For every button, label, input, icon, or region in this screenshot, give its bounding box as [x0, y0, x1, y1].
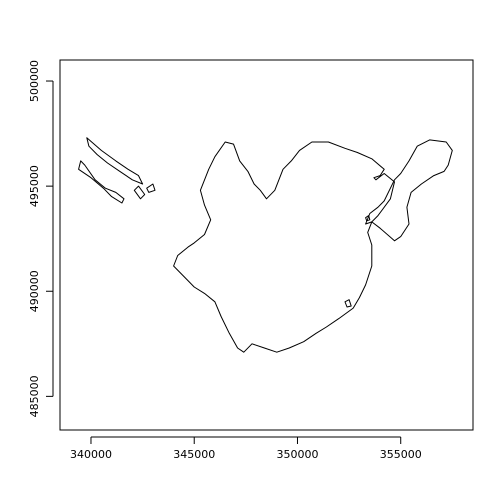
boundary-west-islet-1: [133, 185, 146, 200]
boundary-main-area: [173, 141, 395, 353]
x-tick-label: 355000: [380, 448, 422, 461]
boundary-west-island-north: [86, 137, 144, 185]
y-tick-label: 495000: [28, 165, 41, 207]
y-axis: 485000 490000 495000 500000: [28, 60, 54, 417]
boundary-west-islet-2: [146, 183, 156, 193]
boundary-east-lobe: [365, 139, 453, 242]
y-tick-label: 490000: [28, 270, 41, 312]
plot-frame: [59, 59, 474, 431]
boundary-inner-hole-2: [344, 299, 352, 308]
y-tick-label: 500000: [28, 60, 41, 102]
x-tick-label: 340000: [70, 448, 112, 461]
boundary-west-island-large: [78, 160, 125, 204]
x-tick-label: 350000: [276, 448, 318, 461]
x-tick-label: 345000: [173, 448, 215, 461]
boundary-inner-hole-1: [365, 215, 371, 222]
geometry-layer: [78, 137, 453, 353]
y-tick-label: 485000: [28, 375, 41, 417]
x-axis: 340000 345000 350000 355000: [70, 436, 422, 461]
